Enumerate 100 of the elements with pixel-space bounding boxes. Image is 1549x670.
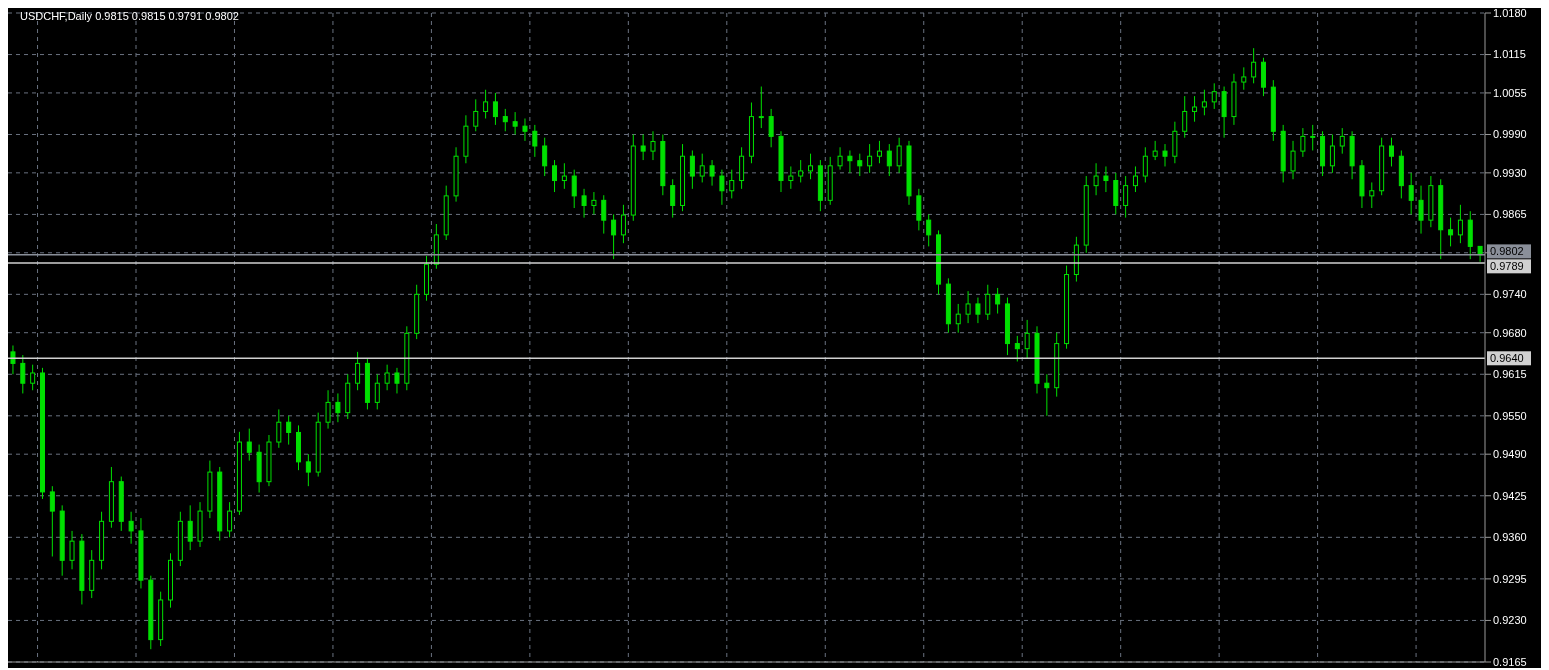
candlestick [325, 389, 331, 430]
candlestick [246, 428, 252, 462]
y-tick-label: 0.9425 [1493, 489, 1527, 502]
y-tick-label: 1.0180 [1493, 6, 1527, 19]
candlestick [699, 153, 705, 183]
candlestick [10, 344, 16, 375]
candlestick [985, 284, 991, 321]
candlestick [768, 108, 774, 148]
candlestick [355, 351, 361, 391]
candlestick [758, 86, 764, 129]
candlestick [571, 169, 577, 209]
candlestick [601, 194, 607, 235]
candlestick [788, 165, 794, 190]
candlestick [394, 367, 400, 394]
candlestick [20, 354, 26, 394]
candlestick [1192, 95, 1198, 123]
candlestick [847, 149, 853, 174]
ref-line-label: 0.9802 [1490, 245, 1524, 258]
candlestick [729, 169, 735, 199]
y-tick-label: 0.9490 [1493, 448, 1527, 461]
candlestick [542, 137, 548, 177]
candlestick [886, 143, 892, 177]
candlestick [591, 191, 597, 215]
candlestick [650, 130, 656, 161]
candlestick [69, 530, 75, 570]
chart-title: USDCHF,Daily 0.9815 0.9815 0.9791 0.9802 [20, 10, 239, 22]
candlestick [1182, 95, 1188, 139]
candlestick [709, 159, 715, 187]
candlestick [30, 364, 36, 391]
candlestick [857, 153, 863, 177]
candlestick [1310, 124, 1316, 151]
candlestick [1300, 127, 1306, 158]
candlestick [1251, 47, 1257, 84]
candlestick [719, 169, 725, 206]
candlestick [1448, 217, 1454, 247]
candlestick [867, 143, 873, 174]
candlestick [798, 159, 804, 183]
candlestick [128, 511, 134, 545]
candlestick [512, 111, 518, 135]
y-tick-label: 0.9680 [1493, 326, 1527, 339]
candlestick [1014, 335, 1020, 362]
y-tick-label: 0.9295 [1493, 572, 1527, 585]
ref-line-label: 0.9789 [1490, 260, 1524, 273]
candlestick [876, 140, 882, 164]
candlestick [640, 133, 646, 161]
candlestick [808, 153, 814, 180]
y-tick-label: 0.9550 [1493, 409, 1527, 422]
candlestick [227, 501, 233, 538]
candlestick [1211, 82, 1217, 110]
candlestick [670, 178, 676, 219]
candlestick [532, 124, 538, 158]
candlestick [837, 146, 843, 171]
y-tick-label: 0.9930 [1493, 166, 1527, 179]
candlestick [473, 98, 479, 132]
candlestick [1408, 172, 1414, 215]
y-tick-label: 0.9615 [1493, 368, 1527, 381]
candlestick [1142, 146, 1148, 183]
candlestick [1123, 175, 1129, 219]
candlestick [483, 89, 489, 119]
candlestick [1388, 137, 1394, 167]
candlestick [49, 485, 55, 557]
y-tick-label: 0.9865 [1493, 208, 1527, 221]
candlestick [374, 373, 380, 410]
candlestick [561, 162, 567, 190]
y-tick-label: 0.9740 [1493, 288, 1527, 301]
candlestick [492, 92, 498, 126]
candlestick [1024, 319, 1030, 359]
candlestick [1152, 140, 1158, 161]
candlestick [1044, 373, 1050, 417]
candlestick [1103, 165, 1109, 193]
candlestick [522, 118, 528, 142]
candlestick [276, 408, 282, 449]
candlestick [965, 290, 971, 324]
y-tick-label: 0.9360 [1493, 531, 1527, 544]
candlestick [187, 504, 193, 551]
candlestick [611, 213, 617, 260]
candlestick [335, 392, 341, 423]
candlestick [995, 287, 1001, 315]
ref-line-label: 0.9640 [1490, 352, 1524, 365]
candlestick [620, 204, 626, 244]
candlestick [581, 188, 587, 219]
candlestick [552, 159, 558, 193]
candlestick [1201, 89, 1207, 116]
candlestick [1093, 162, 1099, 196]
candlestick [305, 453, 311, 487]
candlestick [1132, 165, 1138, 193]
y-tick-label: 1.0115 [1493, 48, 1526, 61]
candlestick [689, 149, 695, 190]
candlestick [896, 137, 902, 174]
candlestick [384, 364, 390, 391]
candlestick [975, 297, 981, 324]
candlestick [1418, 185, 1424, 235]
candlestick [1457, 204, 1463, 244]
candlestick [1369, 181, 1375, 209]
candlestick [502, 108, 508, 132]
candlestick [1477, 245, 1483, 263]
candlestick [926, 213, 932, 247]
candlestick [286, 415, 292, 446]
y-tick-label: 1.0055 [1493, 86, 1527, 99]
candlestick [1162, 143, 1168, 167]
